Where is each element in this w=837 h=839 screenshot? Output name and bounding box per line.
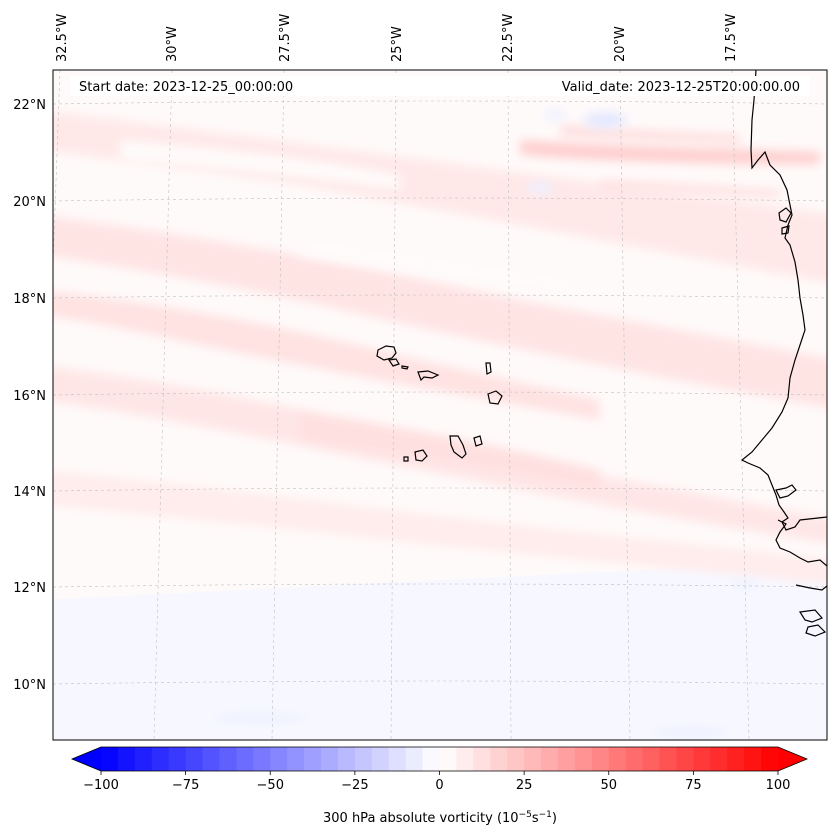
cape-verde-sao-nicolau bbox=[417, 370, 440, 382]
colorbar-tick-label: −75 bbox=[172, 778, 199, 793]
colorbar-cell bbox=[744, 747, 762, 771]
colorbar-cell bbox=[371, 747, 390, 771]
cape-verde-sal bbox=[485, 362, 492, 375]
colorbar-cell bbox=[541, 747, 559, 771]
colorbar-min-extension bbox=[72, 747, 101, 771]
colorbar-cell bbox=[304, 747, 322, 771]
colorbar-cell bbox=[134, 747, 153, 771]
colorbar-cell bbox=[625, 747, 644, 771]
colorbar-cell bbox=[287, 747, 305, 771]
colorbar-cell bbox=[405, 747, 424, 771]
lat-label-16n: 16°N bbox=[13, 389, 46, 404]
lat-label-20n: 20°N bbox=[13, 195, 46, 210]
colorbar-cell bbox=[168, 747, 187, 771]
cape-verde-santiago bbox=[449, 435, 467, 459]
colorbar-cell bbox=[761, 747, 779, 771]
colorbar-cell bbox=[608, 747, 627, 771]
colorbar-cell bbox=[151, 747, 170, 771]
map-frame bbox=[52, 69, 828, 741]
colorbar-cell bbox=[422, 747, 441, 771]
colorbar-cell bbox=[388, 747, 407, 771]
lon-label-20w: 20°W bbox=[613, 26, 628, 62]
colorbar-cell bbox=[270, 747, 288, 771]
colorbar: −100 −75 −50 −25 0 25 50 75 100 300 hPa absolute… bbox=[70, 746, 809, 826]
lon-label-25w: 25°W bbox=[390, 26, 405, 62]
lat-label-12n: 12°N bbox=[13, 581, 46, 596]
colorbar-cell bbox=[185, 747, 204, 771]
colorbar-cell bbox=[456, 747, 474, 771]
colorbar-cell bbox=[219, 747, 238, 771]
colorbar-cell bbox=[693, 747, 711, 771]
colorbar-cell bbox=[710, 747, 728, 771]
colorbar-cell bbox=[337, 747, 356, 771]
colorbar-cells bbox=[101, 747, 779, 771]
cape-verde-sao-vicente bbox=[387, 358, 400, 367]
colorbar-cell bbox=[236, 747, 254, 771]
colorbar-cell bbox=[253, 747, 271, 771]
cape-verde-santa-luzia bbox=[401, 365, 409, 370]
colorbar-tick-label: −25 bbox=[341, 778, 368, 793]
colorbar-cell bbox=[117, 747, 136, 771]
colorbar-tick-label: 50 bbox=[600, 778, 617, 793]
header-strip bbox=[70, 76, 810, 96]
cape-verde-brava bbox=[403, 456, 409, 462]
lat-label-14n: 14°N bbox=[13, 485, 46, 500]
colorbar-cell bbox=[321, 747, 339, 771]
colorbar-ticks: −100 −75 −50 −25 0 25 50 75 100 bbox=[83, 771, 790, 793]
colorbar-max-extension bbox=[778, 747, 807, 771]
lat-label-10n: 10°N bbox=[13, 678, 46, 693]
colorbar-tick-label: 0 bbox=[435, 778, 443, 793]
colorbar-cell bbox=[659, 747, 678, 771]
colorbar-cell bbox=[439, 747, 458, 771]
gridlines bbox=[53, 70, 827, 740]
colorbar-cell bbox=[490, 747, 508, 771]
colorbar-cell bbox=[574, 747, 593, 771]
colorbar-cell bbox=[642, 747, 661, 771]
colorbar-tick-label: −50 bbox=[257, 778, 284, 793]
longitude-labels: 32.5°W 30°W 27.5°W 25°W 22.5°W 20°W 17.5… bbox=[55, 14, 739, 62]
cape-verde-fogo bbox=[414, 449, 428, 462]
coastlines bbox=[376, 70, 827, 637]
lon-label-32-5w: 32.5°W bbox=[55, 14, 70, 62]
colorbar-cell bbox=[202, 747, 221, 771]
latitude-labels: 22°N 20°N 18°N 16°N 14°N 12°N 10°N bbox=[13, 98, 46, 693]
start-date-label: Start date: 2023-12-25_00:00:00 bbox=[79, 80, 293, 95]
lon-label-22-5w: 22.5°W bbox=[501, 14, 516, 62]
lat-label-22n: 22°N bbox=[13, 98, 46, 113]
cape-verde-maio bbox=[473, 435, 483, 447]
vorticity-field bbox=[53, 110, 827, 740]
colorbar-label: 300 hPa absolute vorticity (10−5s−1) bbox=[323, 810, 557, 826]
lon-label-17-5w: 17.5°W bbox=[724, 14, 739, 62]
colorbar-cell bbox=[473, 747, 491, 771]
lat-label-18n: 18°N bbox=[13, 292, 46, 307]
colorbar-tick-label: 25 bbox=[516, 778, 533, 793]
colorbar-tick-label: −100 bbox=[83, 778, 119, 793]
colorbar-cell bbox=[354, 747, 373, 771]
cape-verde-santo-antao bbox=[376, 345, 397, 361]
valid-date-label: Valid_date: 2023-12-25T20:00:00.00 bbox=[562, 80, 800, 95]
colorbar-tick-label: 100 bbox=[766, 778, 791, 793]
colorbar-cell bbox=[591, 747, 610, 771]
colorbar-cell bbox=[507, 747, 525, 771]
colorbar-cell bbox=[524, 747, 542, 771]
cape-verde-boa-vista bbox=[487, 390, 503, 405]
lon-label-27-5w: 27.5°W bbox=[278, 14, 293, 62]
colorbar-tick-label: 75 bbox=[685, 778, 702, 793]
colorbar-cell bbox=[727, 747, 745, 771]
colorbar-cell bbox=[101, 747, 119, 771]
lon-label-30w: 30°W bbox=[165, 26, 180, 62]
west-africa-coastline bbox=[740, 70, 827, 531]
colorbar-cell bbox=[676, 747, 694, 771]
colorbar-cell bbox=[557, 747, 576, 771]
